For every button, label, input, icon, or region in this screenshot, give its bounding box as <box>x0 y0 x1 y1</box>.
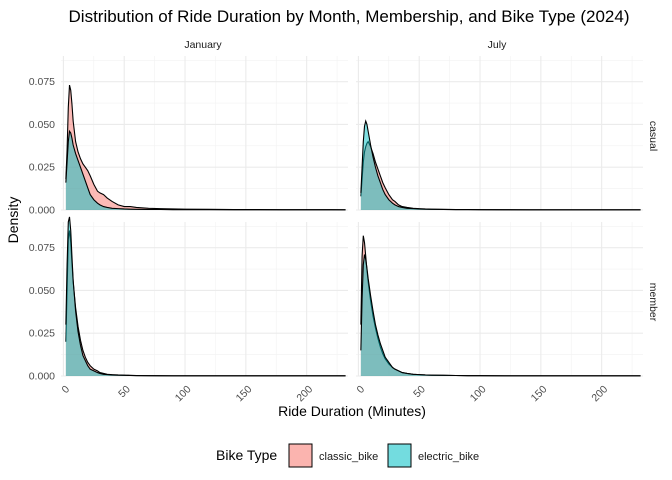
facet-strip-january: January <box>184 39 222 51</box>
density-line-electric-bike <box>65 216 346 377</box>
panel-july-casual <box>356 56 643 211</box>
x-tick-label: 0 <box>59 383 72 396</box>
density-line-classic-bike <box>65 230 346 377</box>
panels-layer: 0.000 0.025 0.050 0.075 0.000 0.025 0.050 0.075… <box>29 56 643 404</box>
density-line-classic-bike <box>360 140 641 211</box>
density-area-classic-bike <box>65 230 346 376</box>
legend-label-electric-bike: electric_bike <box>418 451 479 463</box>
chart-title: Distribution of Ride Duration by Month, … <box>69 7 630 26</box>
y-tick-label: 0.025 <box>29 162 55 174</box>
density-line-electric-bike <box>360 119 641 211</box>
facet-strip-casual: casual <box>647 121 659 151</box>
y-tick-label: 0.000 <box>29 371 55 383</box>
panel-july-member: 0 50 100 150 200 <box>354 222 643 404</box>
x-tick-label: 200 <box>589 383 610 404</box>
density-line-electric-bike <box>65 129 346 211</box>
density-area-classic-bike <box>360 141 641 210</box>
legend-swatch-classic-bike <box>288 443 313 468</box>
y-tick-label: 0.025 <box>29 328 55 340</box>
y-axis-title: Density <box>5 197 21 244</box>
x-tick-label: 0 <box>354 383 367 396</box>
x-tick-label: 100 <box>173 383 194 404</box>
y-tick-label: 0.050 <box>29 119 55 131</box>
x-tick-label: 150 <box>529 383 550 404</box>
density-area-classic-bike <box>360 235 641 376</box>
x-tick-label: 50 <box>116 383 133 400</box>
y-tick-label: 0.075 <box>29 242 55 254</box>
x-tick-label: 100 <box>468 383 489 404</box>
density-area-electric-bike <box>360 121 641 210</box>
x-axis-title: Ride Duration (Minutes) <box>278 403 426 419</box>
facet-strip-member: member <box>647 283 659 322</box>
density-area-electric-bike <box>65 216 346 376</box>
y-tick-label: 0.000 <box>29 205 55 217</box>
legend-title: Bike Type <box>216 447 277 463</box>
legend: Bike Type classic_bike electric_bike <box>216 443 479 468</box>
facet-strip-july: July <box>488 39 507 51</box>
panel-january-member: 0.000 0.025 0.050 0.075 0 50 100 150 200 <box>29 216 348 404</box>
x-tick-label: 200 <box>294 383 315 404</box>
density-area-electric-bike <box>65 131 346 210</box>
legend-label-classic-bike: classic_bike <box>319 451 378 463</box>
density-line-electric-bike <box>360 254 641 377</box>
legend-swatch-electric-bike <box>387 443 412 468</box>
y-tick-label: 0.075 <box>29 76 55 88</box>
density-line-classic-bike <box>65 84 346 211</box>
x-tick-label: 150 <box>234 383 255 404</box>
x-tick-label: 50 <box>411 383 428 400</box>
y-tick-label: 0.050 <box>29 285 55 297</box>
density-area-classic-bike <box>65 85 346 210</box>
density-area-electric-bike <box>360 254 641 376</box>
panel-january-casual: 0.000 0.025 0.050 0.075 <box>29 56 348 217</box>
